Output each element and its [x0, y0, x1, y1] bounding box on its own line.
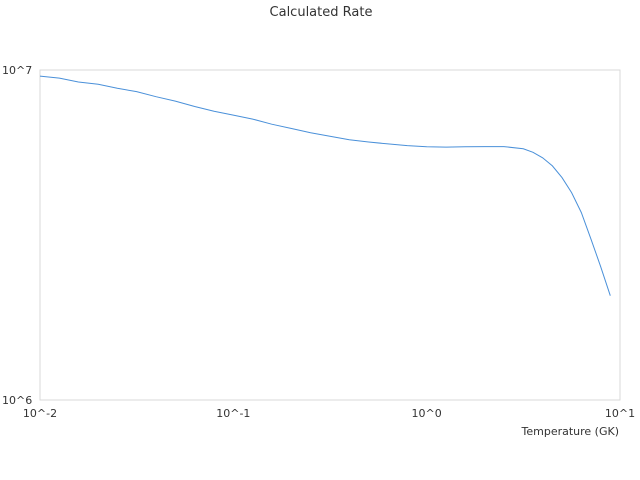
y-tick-label: 10^7 — [2, 64, 32, 77]
chart-title: Calculated Rate — [270, 5, 373, 20]
plot-area — [39, 69, 621, 401]
x-axis-ticks: 10^-2 10^-1 10^0 10^1 — [23, 407, 635, 420]
series-group — [39, 75, 611, 296]
x-tick-label: 10^-1 — [216, 407, 250, 420]
x-tick-label: 10^-2 — [23, 407, 57, 420]
x-tick-label: 10^1 — [605, 407, 635, 420]
x-tick-label: 10^0 — [412, 407, 442, 420]
y-axis-ticks: 10^6 10^7 — [2, 64, 32, 407]
y-tick-label: 10^6 — [2, 394, 32, 407]
series-line — [39, 75, 611, 296]
x-axis-label: Temperature (GK) — [521, 425, 620, 438]
